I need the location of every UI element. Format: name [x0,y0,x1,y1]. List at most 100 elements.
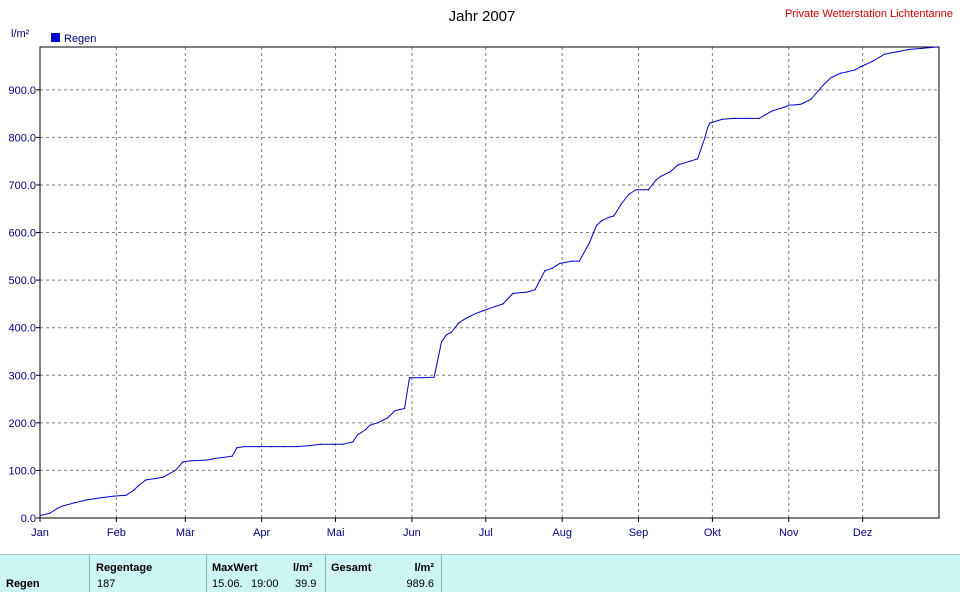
data-point [320,443,322,445]
data-point [847,71,849,73]
data-point [49,512,51,514]
regentage-value: 187 [97,578,116,590]
data-point [697,158,699,160]
data-point [596,224,598,227]
data-point [854,69,856,71]
data-point [56,507,58,510]
x-axis-ticks: Jan Feb Mär Apr Mai Jun Jul Aug Sep Okt Nov Dez [31,518,872,539]
data-point [206,459,209,461]
data-point [352,441,354,443]
data-point [231,455,233,457]
data-point [381,419,383,422]
data-point [236,446,238,449]
x-tick-label: Dez [853,527,873,539]
x-tick-label: Aug [552,527,572,539]
legend-label-regen: Regen [64,33,96,45]
maxwert-unit: l/m² [293,562,313,574]
y-tick-label: 0.0 [21,513,36,525]
series-line-regen [39,46,937,517]
data-point [243,446,246,448]
data-point [534,289,536,291]
data-point [733,117,736,119]
data-point [600,220,603,222]
data-point [935,46,938,48]
data-point [758,117,760,119]
data-point [86,499,88,501]
maxwert-value: 39.9 [295,578,317,590]
data-point [270,446,273,448]
data-point [613,215,615,217]
x-tick-label: Feb [107,527,126,539]
y-tick-label: 100.0 [8,465,36,477]
data-point [39,515,41,517]
y-tick-label: 300.0 [8,370,36,382]
regentage-header: Regentage [96,562,153,574]
x-tick-label: Apr [253,527,270,539]
x-tick-label: Jul [479,527,493,539]
data-point [145,479,147,481]
data-point [403,407,406,410]
data-point [830,77,832,79]
data-point [162,476,164,478]
data-point [470,315,472,317]
data-point [495,305,497,307]
data-point [788,104,790,106]
data-point [364,429,366,431]
data-point [721,118,723,120]
data-point [628,193,630,196]
data-point [394,410,396,412]
stats-row-label: Regen [6,578,40,590]
x-tick-label: Mär [176,527,195,539]
series-layer [39,46,938,517]
data-point [399,408,401,411]
data-point [620,203,622,205]
y-axis-ticks: 0.0 100.0 200.0 300.0 400.0 500.0 600.0 700.0 80… [8,85,40,525]
data-point [445,334,447,336]
rainfall-chart: Jahr 2007 Private Wetterstation Lichtent… [8,8,953,539]
data-point [746,117,748,119]
y-tick-label: 400.0 [8,323,36,335]
grid [40,47,939,518]
x-tick-label: Jan [31,527,49,539]
x-tick-label: Mai [327,527,345,539]
data-point [307,445,310,447]
data-point [559,262,561,265]
data-point [800,103,802,105]
x-tick-label: Okt [704,527,721,539]
data-point [132,489,135,492]
y-tick-label: 700.0 [8,180,36,192]
data-point [871,60,874,62]
data-point [512,292,514,295]
data-point [810,98,812,100]
column-divider [89,555,90,592]
y-tick-label: 500.0 [8,275,36,287]
data-point [283,446,285,448]
data-point [588,242,590,244]
data-point [214,457,216,460]
column-divider [325,555,326,592]
data-point [785,105,787,108]
station-name: Private Wetterstation Lichtentanne [785,8,953,20]
data-point [98,497,100,499]
y-tick-label: 600.0 [8,228,36,240]
data-point [182,461,184,463]
data-point [502,303,504,305]
data-point [113,495,115,497]
gesamt-value: 989.6 [406,578,434,590]
maxwert-date: 15.06. [212,578,243,590]
x-tick-label: Jun [403,527,421,539]
data-point [342,443,344,445]
x-tick-label: Sep [629,527,649,539]
data-point [822,84,824,86]
data-point [544,270,546,272]
data-point [475,312,477,315]
statistics-panel: Regen Regentage 187 MaxWert l/m² 15.06. … [0,554,960,592]
x-tick-label: Nov [779,527,799,539]
data-point [908,48,911,50]
data-point [376,422,379,424]
data-point [465,317,467,319]
gesamt-unit: l/m² [414,562,434,574]
data-point [571,260,573,262]
data-point [421,377,423,379]
y-tick-label: 800.0 [8,132,36,144]
